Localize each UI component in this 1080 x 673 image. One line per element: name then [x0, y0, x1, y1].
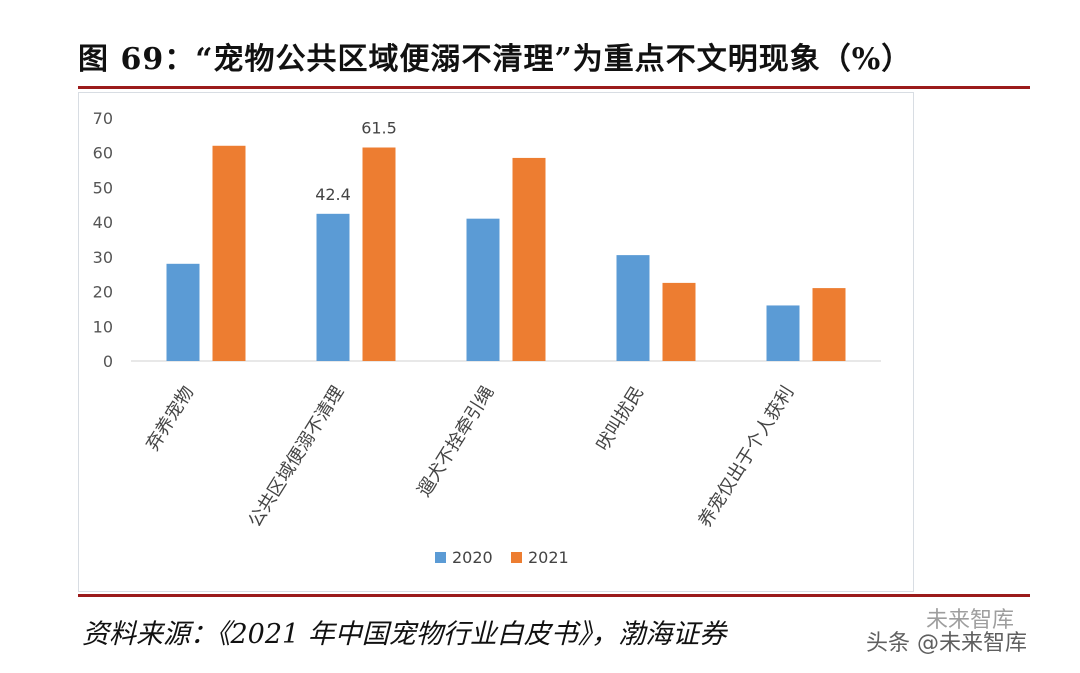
- data-label: 61.5: [361, 119, 397, 138]
- legend-swatch-2020: [435, 552, 446, 563]
- y-tick-label: 50: [93, 178, 113, 197]
- title-rule: [78, 86, 1030, 89]
- bar-2021-1: [212, 145, 246, 361]
- bar-2020-3: [466, 218, 500, 361]
- source-note: 资料来源：《2021 年中国宠物行业白皮书》，渤海证券: [82, 619, 727, 650]
- source-rule: [78, 594, 1030, 597]
- x-tick-label: 公共区域便溺不清理: [245, 383, 349, 532]
- x-tick-label: 养宠仅出于个人获利: [695, 383, 799, 532]
- x-tick-label: 吠叫扰民: [592, 383, 648, 455]
- page-title: 图 69：“宠物公共区域便溺不清理”为重点不文明现象（%）: [78, 42, 913, 77]
- legend-label-2020: 2020: [452, 548, 493, 567]
- x-tick-label: 弃养宠物: [142, 383, 198, 455]
- y-tick-label: 0: [103, 352, 113, 371]
- x-tick-label: 遛犬不拴牵引绳: [414, 383, 499, 501]
- data-label: 42.4: [315, 185, 351, 204]
- bar-2020-2: [316, 213, 350, 361]
- bar-2020-5: [766, 305, 800, 361]
- watermark-line1: 未来智库: [926, 608, 1015, 633]
- y-tick-label: 20: [93, 283, 113, 302]
- bar-2020-1: [166, 263, 200, 361]
- legend-swatch-2021: [511, 552, 522, 563]
- y-tick-label: 70: [93, 109, 113, 128]
- y-tick-label: 40: [93, 213, 113, 232]
- bar-2020-4: [616, 255, 650, 361]
- chart-frame: 0 10 20 30 40 50 60 70 弃养宠物 公共区域便溺不清理 遛犬不拴牵引绳 吠叫扰民养…: [78, 92, 914, 592]
- bar-chart: 0 10 20 30 40 50 60 70 弃养宠物 公共区域便溺不清理 遛犬不拴牵引绳 吠叫扰民养…: [93, 109, 881, 567]
- y-tick-label: 60: [93, 144, 113, 163]
- legend-label-2021: 2021: [528, 548, 569, 567]
- y-tick-label: 30: [93, 248, 113, 267]
- bar-2021-2: [362, 147, 396, 361]
- bar-2021-3: [512, 157, 546, 361]
- y-tick-label: 10: [93, 317, 113, 336]
- bar-2021-5: [812, 288, 846, 361]
- watermark-line2: 头条 @未来智库: [866, 631, 1027, 656]
- bar-2021-4: [662, 282, 696, 361]
